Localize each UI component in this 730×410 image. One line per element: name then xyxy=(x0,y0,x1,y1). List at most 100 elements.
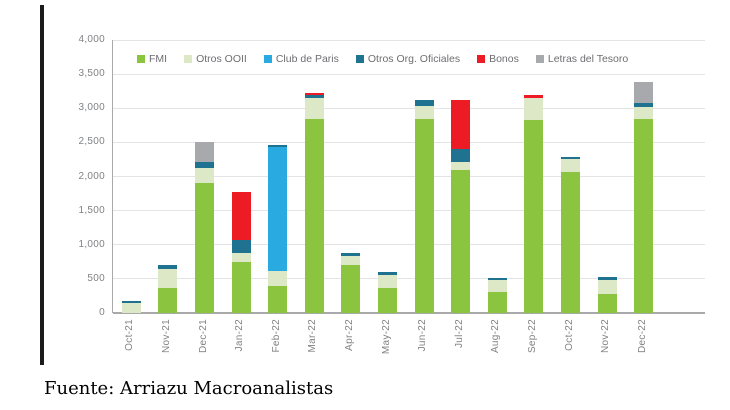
gridline xyxy=(113,39,705,41)
bar-segment-otros-org-oficiales xyxy=(158,264,178,269)
y-axis-label: 3,000 xyxy=(78,102,105,114)
y-axis-label: 1,500 xyxy=(78,204,105,216)
bar-segment-bonos xyxy=(451,100,471,149)
bar-segment-fmi xyxy=(195,183,214,313)
bar-column-feb-22 xyxy=(268,145,288,313)
legend-swatch-letras-del-tesoro xyxy=(535,55,544,63)
bar-column-dec-21 xyxy=(195,141,214,313)
x-axis: Oct-21 Nov-21 Dec-21 Jan-22 Feb-22 Mar-22 Apr-… xyxy=(113,317,705,375)
bar-segment-club-de-paris xyxy=(268,147,288,272)
bar-segment-fmi xyxy=(561,171,580,313)
legend-swatch-bonos xyxy=(477,55,486,63)
bar-segment-otros-ooii xyxy=(304,98,324,119)
y-axis-label: 2,500 xyxy=(78,136,105,148)
bar-segment-otros-ooii xyxy=(597,280,617,294)
x-axis-label: Mar-22 xyxy=(307,319,319,353)
chart-legend: FMI Otros OOII Club de Paris Otros Org. Ofi… xyxy=(137,53,628,65)
x-axis-label: Oct-21 xyxy=(124,319,136,351)
bar-column-apr-22 xyxy=(341,252,361,313)
bar-segment-fmi xyxy=(524,119,544,313)
y-axis: 0 500 1,000 1,500 2,000 2,500 3,000 3,500 4,000 xyxy=(50,34,105,318)
bar-column-may-22 xyxy=(378,271,397,313)
gridline xyxy=(113,107,705,109)
bar-segment-otros-org-oficiales xyxy=(597,276,617,281)
x-axis-label: Feb-22 xyxy=(270,319,282,353)
legend-label: Letras del Tesoro xyxy=(547,53,629,65)
bar-segment-otros-ooii xyxy=(378,275,397,289)
x-axis-label: Jul-22 xyxy=(453,319,465,349)
y-axis-label: 4,000 xyxy=(78,34,105,45)
legend-label: Bonos xyxy=(489,53,519,65)
bar-segment-fmi xyxy=(634,118,654,313)
y-axis-label: 3,500 xyxy=(78,68,105,80)
bar-column-mar-22 xyxy=(304,93,324,313)
gridline xyxy=(113,210,705,212)
bar-segment-fmi xyxy=(414,119,434,313)
x-axis-label: Dec-21 xyxy=(197,319,209,354)
bar-segment-fmi xyxy=(378,288,397,313)
bar-column-aug-22 xyxy=(487,277,507,313)
legend-label: Otros OOII xyxy=(196,53,247,65)
bar-segment-bonos xyxy=(524,94,544,99)
y-axis-line xyxy=(112,40,113,313)
left-border-rule xyxy=(40,5,44,365)
x-axis-label: Nov-22 xyxy=(600,319,612,354)
bar-segment-letras-del-tesoro xyxy=(195,141,214,162)
y-axis-label: 500 xyxy=(87,272,105,284)
bar-segment-otros-org-oficiales xyxy=(634,103,654,107)
bar-segment-otros-ooii xyxy=(414,105,434,120)
bar-segment-otros-ooii xyxy=(487,280,507,292)
bar-segment-otros-ooii xyxy=(634,106,654,119)
legend-swatch-fmi xyxy=(137,55,145,63)
y-axis-label: 1,000 xyxy=(78,238,105,250)
bar-segment-otros-org-oficiales xyxy=(304,95,324,99)
bar-column-oct-22 xyxy=(561,157,580,313)
x-axis-label: Apr-22 xyxy=(343,319,355,351)
bar-column-jun-22 xyxy=(414,100,434,313)
bar-segment-otros-ooii xyxy=(561,159,580,172)
plot-area xyxy=(113,39,705,314)
bar-segment-otros-ooii xyxy=(451,162,471,171)
bar-segment-fmi xyxy=(451,170,471,313)
bar-column-jul-22 xyxy=(451,100,471,313)
bar-segment-otros-ooii xyxy=(121,302,141,313)
x-axis-label: Sep-22 xyxy=(526,319,538,354)
bar-segment-otros-org-oficiales xyxy=(378,271,397,276)
bar-segment-fmi xyxy=(158,288,178,313)
bar-segment-bonos xyxy=(304,93,324,96)
bar-segment-otros-org-oficiales xyxy=(195,161,214,168)
x-axis-label: Nov-21 xyxy=(160,319,172,354)
bar-segment-otros-ooii xyxy=(158,268,178,289)
legend-swatch-otros-ooii xyxy=(184,55,193,63)
bar-segment-otros-org-oficiales xyxy=(414,100,434,106)
legend-item-letras-del-tesoro: Letras del Tesoro xyxy=(535,53,629,65)
bar-column-jan-22 xyxy=(231,191,251,313)
bar-segment-bonos xyxy=(231,191,251,240)
gridline xyxy=(113,278,705,280)
gridline xyxy=(113,73,705,75)
bar-segment-fmi xyxy=(341,265,361,313)
bar-segment-fmi xyxy=(597,293,617,313)
bar-segment-otros-org-oficiales xyxy=(341,252,361,257)
legend-swatch-otros-org-oficiales xyxy=(355,55,364,63)
bar-segment-otros-org-oficiales xyxy=(561,157,580,160)
x-axis-label: Jan-22 xyxy=(234,319,246,352)
bar-segment-fmi xyxy=(487,291,507,313)
bar-segment-otros-org-oficiales xyxy=(231,240,251,253)
x-axis-label: Aug-22 xyxy=(490,319,502,354)
bar-segment-otros-org-oficiales xyxy=(121,300,141,303)
bar-segment-fmi xyxy=(268,286,288,313)
x-axis-label: Jun-22 xyxy=(417,319,429,352)
bar-segment-fmi xyxy=(231,261,251,313)
x-axis-line xyxy=(113,312,705,314)
bar-column-nov-22 xyxy=(597,276,617,313)
legend-swatch-club-de-paris xyxy=(263,55,272,63)
bar-column-nov-21 xyxy=(158,264,178,313)
x-axis-label: Dec-22 xyxy=(636,319,648,354)
bar-segment-fmi xyxy=(304,118,324,313)
legend-item-club-de-paris: Club de Paris xyxy=(263,53,339,65)
bar-column-sep-22 xyxy=(524,94,544,313)
debt-payments-stacked-bar-chart: 0 500 1,000 1,500 2,000 2,500 3,000 3,500 4,000 … xyxy=(50,34,705,375)
bar-segment-letras-del-tesoro xyxy=(634,81,654,104)
